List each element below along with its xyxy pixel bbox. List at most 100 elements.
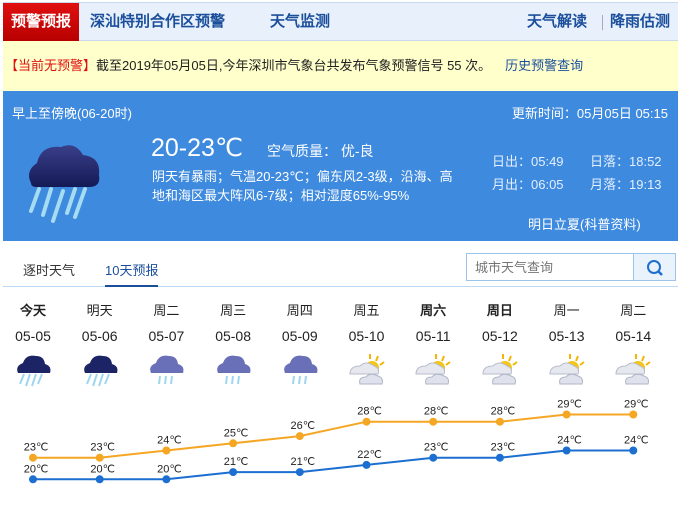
low-temp-line	[33, 449, 634, 481]
nav-weather-analysis[interactable]: 天气解读	[527, 13, 588, 30]
high-temp-point	[362, 417, 371, 426]
temperature-chart: 23℃ 23℃ 24℃ 25℃ 26℃ 28℃ 28℃ 28℃ 29℃ 29℃ 20℃ 20℃ 20℃ 2…	[24, 399, 649, 484]
solar-term-link[interactable]: 明日立夏(科普资料)	[528, 217, 641, 232]
high-temp-label: 23℃	[90, 442, 115, 454]
high-temp-label: 28℃	[424, 406, 449, 418]
high-temp-point	[429, 417, 438, 426]
low-temp-label: 23℃	[491, 442, 516, 454]
low-temp-point	[95, 475, 104, 484]
low-temp-label: 20℃	[90, 463, 115, 475]
low-temp-point	[29, 475, 37, 484]
temperature-range: 20-23℃	[151, 134, 244, 162]
high-temp-label: 26℃	[291, 420, 316, 432]
high-temp-point	[295, 432, 304, 441]
high-temp-label: 23℃	[24, 442, 49, 454]
alert-bar: 【当前无预警】截至2019年05月05日,今年深圳市气象台共发布气象预警信号 5…	[3, 41, 678, 91]
day-date: 05-13	[548, 328, 585, 344]
low-temp-point	[295, 468, 304, 477]
low-temp-point	[629, 446, 638, 455]
day-date: 05-10	[348, 328, 385, 344]
low-temp-label: 23℃	[424, 442, 449, 454]
alert-text: 截至2019年05月05日,今年深圳市气象台共发布气象预警信号 55 次。	[96, 58, 492, 73]
high-temp-label: 25℃	[224, 427, 249, 439]
current-weather-panel: 早上至傍晚(06-20时) 更新时间：05月05日 05:15 20-23℃ 空…	[3, 91, 678, 241]
day-name: 周五	[353, 303, 380, 318]
low-temp-label: 21℃	[291, 456, 316, 468]
high-temp-point	[162, 446, 171, 455]
heavy-rain-icon	[17, 355, 51, 387]
low-temp-point	[362, 460, 371, 469]
update-time: 更新时间：05月05日 05:15	[511, 106, 668, 121]
day-name: 周二	[620, 303, 647, 318]
low-temp-label: 24℃	[557, 435, 582, 447]
low-temp-point	[429, 453, 438, 462]
day-date: 05-11	[415, 328, 451, 344]
day-name: 周三	[220, 303, 247, 318]
nav-warning-forecast[interactable]: 预警预报	[3, 3, 79, 41]
forecast-desc-line1: 阴天有暴雨；气温20-23℃；偏东风2-3级，沿海、高	[152, 169, 453, 184]
day-date: 05-07	[148, 328, 185, 344]
low-temp-label: 20℃	[24, 463, 49, 475]
city-search-input[interactable]	[466, 253, 634, 281]
low-temp-point	[495, 453, 504, 462]
alert-status: 【当前无预警】	[5, 58, 97, 73]
heavy-rain-icon	[83, 355, 118, 387]
low-temp-point	[229, 468, 238, 477]
search-icon	[647, 260, 663, 276]
history-warning-link[interactable]: 历史预警查询	[505, 58, 584, 73]
low-temp-label: 24℃	[624, 435, 649, 447]
high-temp-line	[33, 413, 634, 459]
low-temp-label: 22℃	[357, 449, 382, 461]
partly-cloudy-icon	[549, 354, 585, 385]
partly-cloudy-icon	[348, 354, 385, 385]
day-name: 周六	[420, 303, 447, 318]
high-temp-point	[229, 439, 238, 448]
high-temp-label: 29℃	[557, 399, 582, 411]
low-temp-label: 21℃	[224, 456, 249, 468]
high-temp-point	[29, 453, 37, 462]
tab-hourly[interactable]: 逐时天气	[23, 263, 76, 278]
day-date: 05-06	[81, 328, 118, 344]
sunrise: 日出：05:49	[492, 154, 564, 169]
day-name: 周二	[153, 303, 180, 318]
top-nav: 预警预报 深汕特别合作区预警 天气监测 天气解读 降雨估测	[3, 2, 678, 41]
partly-cloudy-icon	[615, 354, 651, 385]
forecast-desc-line2: 地和海区最大阵风6-7级；相对湿度65%-95%	[152, 188, 410, 203]
day-date: 05-05	[15, 328, 51, 344]
day-name: 周一	[553, 303, 580, 318]
day-date: 05-09	[281, 328, 318, 344]
day-name: 周日	[486, 303, 513, 318]
nav-shenshan-warning[interactable]: 深汕特别合作区预警	[90, 13, 226, 30]
high-temp-label: 24℃	[157, 435, 182, 447]
moonrise: 月出：06:05	[492, 177, 564, 192]
low-temp-label: 20℃	[157, 463, 182, 475]
period: 早上至傍晚(06-20时)	[12, 106, 132, 121]
rain-icon	[283, 355, 318, 385]
day-name: 明天	[86, 303, 113, 318]
tab-10-day[interactable]: 10天预报	[105, 260, 159, 287]
day-date: 05-14	[615, 328, 652, 344]
day-name: 周四	[286, 303, 313, 318]
forecast-tabs: 逐时天气 10天预报	[3, 245, 678, 287]
day-date: 05-12	[481, 328, 518, 344]
nav-weather-monitor[interactable]: 天气监测	[270, 13, 331, 30]
search-button[interactable]	[634, 253, 676, 281]
rain-icon	[150, 355, 184, 385]
rain-icon	[217, 355, 251, 385]
day-name: 今天	[19, 303, 46, 318]
sunset: 日落：18:52	[590, 154, 662, 169]
air-quality: 空气质量： 优-良	[267, 143, 374, 159]
high-temp-label: 28℃	[491, 406, 516, 418]
high-temp-label: 29℃	[624, 399, 649, 411]
high-temp-point	[495, 417, 504, 426]
heavy-rain-icon	[29, 145, 100, 223]
partly-cloudy-icon	[415, 354, 451, 385]
low-temp-point	[162, 475, 171, 484]
nav-rain-estimate[interactable]: 降雨估测	[610, 13, 671, 30]
partly-cloudy-icon	[482, 354, 518, 385]
low-temp-point	[562, 446, 571, 455]
nav-divider	[602, 15, 603, 30]
high-temp-point	[95, 453, 104, 462]
moonset: 月落：19:13	[590, 177, 662, 192]
high-temp-point	[562, 410, 571, 419]
